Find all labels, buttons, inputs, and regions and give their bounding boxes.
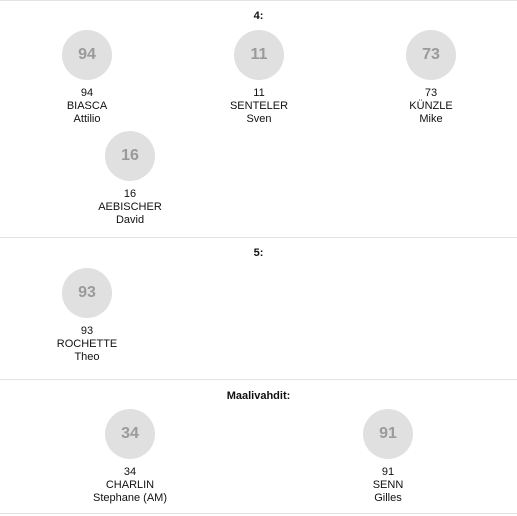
player-first-name: David xyxy=(115,214,145,226)
player-avatar: 34 xyxy=(105,409,155,459)
player-number: 93 xyxy=(80,325,94,337)
player-avatar: 11 xyxy=(234,30,284,80)
group-title-5: 5: xyxy=(253,247,264,259)
player-last-name: AEBISCHER xyxy=(98,201,162,213)
player-avatar: 73 xyxy=(406,30,456,80)
player-card[interactable]: 93 93 ROCHETTE Theo xyxy=(22,268,152,364)
player-number: 73 xyxy=(424,87,438,99)
player-last-name: BIASCA xyxy=(66,100,108,112)
player-last-name: SENTELER xyxy=(229,100,289,112)
player-avatar: 91 xyxy=(363,409,413,459)
player-first-name: Stephane (AM) xyxy=(93,492,167,504)
divider xyxy=(0,237,517,238)
player-card[interactable]: 11 11 SENTELER Sven xyxy=(194,30,324,126)
player-last-name: SENN xyxy=(372,479,404,491)
player-number: 34 xyxy=(123,466,137,478)
player-first-name: Sven xyxy=(246,113,272,125)
player-number: 94 xyxy=(80,87,94,99)
player-first-name: Attilio xyxy=(73,113,101,125)
player-number: 91 xyxy=(381,466,395,478)
player-avatar: 94 xyxy=(62,30,112,80)
group-title-goalies: Maalivahdit: xyxy=(226,390,291,402)
player-last-name: KÜNZLE xyxy=(409,100,453,112)
player-last-name: ROCHETTE xyxy=(56,338,118,350)
group-title-4: 4: xyxy=(253,10,264,22)
player-last-name: CHARLIN xyxy=(105,479,155,491)
divider xyxy=(0,0,517,1)
player-number: 16 xyxy=(123,188,137,200)
player-number: 11 xyxy=(253,87,265,99)
player-avatar: 16 xyxy=(105,131,155,181)
player-avatar: 93 xyxy=(62,268,112,318)
divider xyxy=(0,379,517,380)
player-card[interactable]: 73 73 KÜNZLE Mike xyxy=(366,30,496,126)
divider xyxy=(0,513,517,514)
player-first-name: Theo xyxy=(74,351,100,363)
player-first-name: Mike xyxy=(419,113,443,125)
player-card[interactable]: 91 91 SENN Gilles xyxy=(323,409,453,505)
player-card[interactable]: 94 94 BIASCA Attilio xyxy=(22,30,152,126)
player-card[interactable]: 16 16 AEBISCHER David xyxy=(65,131,195,227)
player-first-name: Gilles xyxy=(374,492,402,504)
player-card[interactable]: 34 34 CHARLIN Stephane (AM) xyxy=(65,409,195,505)
